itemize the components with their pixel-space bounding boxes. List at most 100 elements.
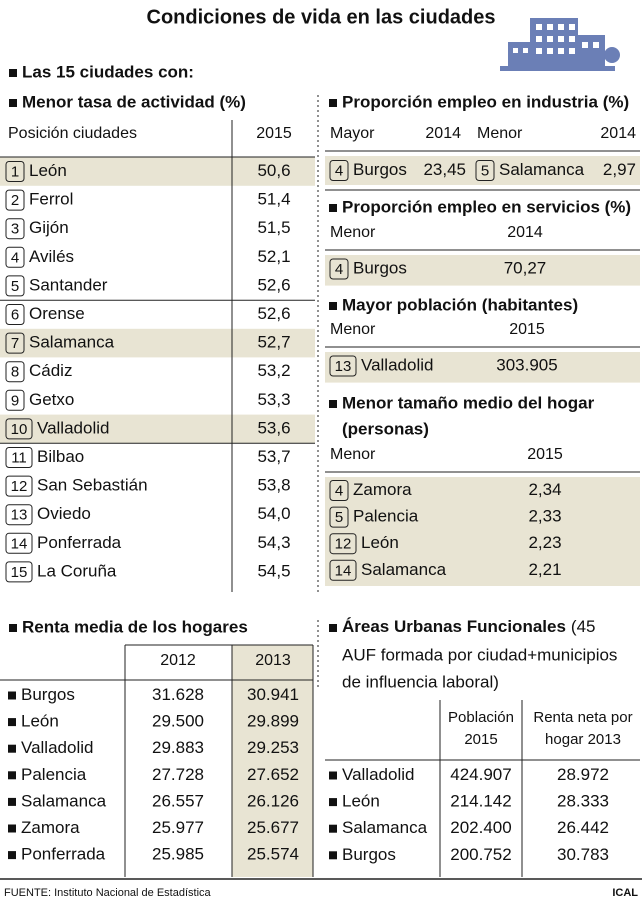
subtitle: Las 15 ciudades con:: [22, 62, 194, 81]
rank-number: 12: [335, 536, 352, 553]
rank-number: 12: [11, 478, 28, 495]
bullet: [8, 691, 16, 700]
section-title: Áreas Urbanas Funcionales (45: [342, 617, 596, 636]
value: 214.142: [450, 792, 511, 811]
column-header: hogar 2013: [545, 731, 621, 748]
value: 70,27: [504, 258, 547, 277]
bullet: [8, 771, 16, 780]
rank-number: 2: [11, 192, 19, 209]
value: 30.941: [247, 685, 299, 704]
value: 53,2: [257, 361, 290, 380]
bullet: [8, 744, 16, 753]
rank-number: 15: [11, 564, 28, 581]
city-name: Salamanca: [499, 160, 585, 179]
rank-number: 3: [11, 221, 19, 238]
city-name: Salamanca: [29, 333, 115, 352]
column-header: 2014: [600, 125, 636, 142]
column-header: Menor: [477, 125, 523, 142]
rank-box: [329, 355, 357, 377]
value: 202.400: [450, 818, 511, 837]
bullet: [329, 771, 337, 780]
column-header: Mayor: [330, 125, 375, 142]
value: 53,7: [257, 447, 290, 466]
city-name: Burgos: [342, 845, 396, 864]
value: 50,6: [257, 161, 290, 180]
section-title: Mayor población (habitantes): [342, 295, 578, 314]
rank-number: 4: [11, 249, 19, 266]
rank-number: 1: [11, 163, 19, 180]
rank-number: 13: [11, 507, 28, 524]
rank-box: [329, 533, 357, 555]
city-name: San Sebastián: [37, 476, 148, 495]
row-highlight: [0, 414, 315, 444]
building-icon: [500, 18, 620, 71]
column-header: 2013: [255, 652, 291, 669]
value: 52,1: [257, 247, 290, 266]
city-name: Palencia: [353, 507, 419, 526]
value: 28.333: [557, 792, 609, 811]
value: 52,7: [257, 333, 290, 352]
column-highlight: [232, 645, 313, 877]
city-name: Ponferrada: [21, 845, 106, 864]
value: 424.907: [450, 765, 511, 784]
column-header: Menor: [330, 321, 376, 338]
column-header: 2015: [464, 731, 497, 748]
city-name: Burgos: [21, 685, 75, 704]
column-header: Posición ciudades: [8, 125, 137, 142]
value: 2,33: [528, 507, 561, 526]
city-name: Zamora: [21, 818, 80, 837]
row-highlight: [0, 328, 315, 358]
rank-number: 4: [335, 261, 343, 278]
value: 53,3: [257, 390, 290, 409]
rank-box: [5, 561, 33, 583]
column-header: 2012: [160, 652, 196, 669]
section-title: Menor tasa de actividad (%): [22, 92, 246, 111]
value: 52,6: [257, 275, 290, 294]
rank-box: [5, 218, 25, 240]
value: 303.905: [496, 355, 557, 374]
value: 26.557: [152, 791, 204, 810]
rank-number: 13: [335, 358, 352, 375]
row-highlight: [325, 352, 640, 383]
rank-box: [5, 304, 25, 325]
city-name: Valladolid: [361, 355, 433, 374]
row-highlight: [0, 157, 315, 186]
rank-number: 5: [481, 162, 489, 179]
bullet: [8, 718, 16, 727]
value: 52,6: [257, 304, 290, 323]
column-header: Renta neta por: [533, 709, 632, 726]
rank-number: 4: [335, 482, 343, 499]
city-name: Burgos: [353, 160, 407, 179]
rank-box: [5, 475, 33, 497]
value: 27.728: [152, 765, 204, 784]
rank-number: 7: [11, 335, 19, 352]
bullet: [9, 99, 17, 107]
bullet: [329, 204, 337, 212]
value: 2,23: [528, 533, 561, 552]
rank-box: [5, 418, 33, 440]
city-name: León: [29, 161, 67, 180]
city-name: León: [21, 712, 59, 731]
city-name: Burgos: [353, 258, 407, 277]
value: 25.677: [247, 818, 299, 837]
rank-number: 11: [11, 449, 27, 466]
credit: ICAL: [612, 887, 638, 899]
value: 25.977: [152, 818, 204, 837]
rank-box: [329, 506, 349, 528]
row-highlight: [325, 255, 640, 286]
value: 26.126: [247, 791, 299, 810]
bullet: [8, 797, 16, 806]
rank-box: [329, 480, 349, 501]
city-name: Palencia: [21, 765, 87, 784]
bullet: [329, 624, 337, 632]
rank-box: [329, 559, 357, 581]
rank-number: 14: [335, 562, 352, 579]
row-highlight: [325, 477, 640, 586]
bullet: [329, 824, 337, 833]
value: 29.500: [152, 712, 204, 731]
value: 26.442: [557, 818, 609, 837]
city-name: Avilés: [29, 247, 74, 266]
rank-box: [5, 504, 33, 526]
city-name: Oviedo: [37, 504, 91, 523]
